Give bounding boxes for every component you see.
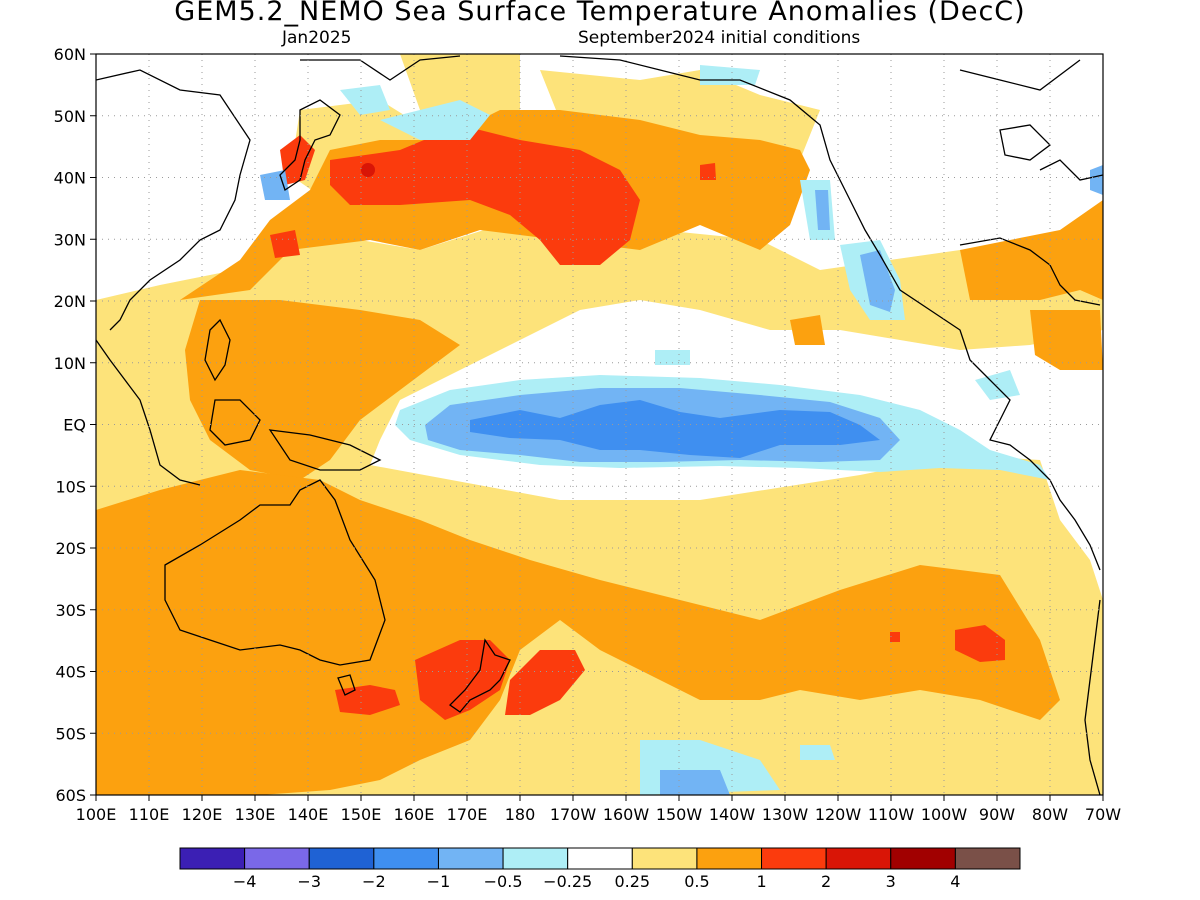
lon-tick-label: 170E xyxy=(447,805,488,824)
colorbar-swatch xyxy=(244,847,310,870)
lat-tick-label: 30N xyxy=(54,230,86,249)
lon-tick-label: 180 xyxy=(505,805,536,824)
colorbar-swatch xyxy=(567,847,633,870)
colorbar-swatch xyxy=(696,847,763,870)
colorbar-label: −0.25 xyxy=(543,872,592,891)
lat-tick-label: 40N xyxy=(54,169,86,188)
lat-tick-label: 40S xyxy=(55,663,86,682)
lat-tick-label: 50S xyxy=(55,724,86,743)
lon-tick-label: 80W xyxy=(1032,805,1068,824)
lon-tick-label: 100W xyxy=(921,805,968,824)
lon-tick-label: 90W xyxy=(979,805,1015,824)
lon-tick-label: 140W xyxy=(709,805,756,824)
colorbar-swatch xyxy=(179,847,246,870)
lon-tick-label: 110W xyxy=(868,805,915,824)
lon-tick-label: 120E xyxy=(182,805,223,824)
lat-tick-label: 50N xyxy=(54,107,86,126)
colorbar-swatch xyxy=(437,847,504,870)
colorbar-label: 4 xyxy=(950,872,960,891)
colorbar-label: −2 xyxy=(362,872,386,891)
lon-tick-label: 70W xyxy=(1085,805,1121,824)
lat-tick-label: 30S xyxy=(55,601,86,620)
lon-tick-label: 130W xyxy=(762,805,809,824)
colorbar-label: −1 xyxy=(427,872,451,891)
lat-tick-label: 20S xyxy=(55,539,86,558)
colorbar-label: 3 xyxy=(886,872,896,891)
colorbar-label: 2 xyxy=(821,872,831,891)
colorbar-swatch xyxy=(373,847,439,870)
map-axes: 60N50N40N30N20N10NEQ10S20S30S40S50S60S10… xyxy=(54,45,1122,824)
lon-tick-label: 100E xyxy=(76,805,117,824)
colorbar-swatch xyxy=(954,847,1021,870)
lat-tick-label: 10S xyxy=(55,477,86,496)
lat-tick-label: EQ xyxy=(63,416,86,435)
lon-tick-label: 170W xyxy=(550,805,597,824)
colorbar-swatch xyxy=(761,847,827,870)
colorbar-label: 1 xyxy=(756,872,766,891)
coastlines xyxy=(96,55,1103,795)
lat-tick-label: 60N xyxy=(54,45,86,64)
initial-conditions-label: September2024 initial conditions xyxy=(578,28,861,48)
anomaly-warm-strong xyxy=(270,125,1005,720)
lon-tick-label: 160W xyxy=(603,805,650,824)
colorbar-swatch xyxy=(308,847,375,870)
colorbar-swatch xyxy=(631,847,698,870)
lon-tick-label: 120W xyxy=(815,805,862,824)
map-title: GEM5.2_NEMO Sea Surface Temperature Anom… xyxy=(174,0,1026,27)
colorbar-swatch xyxy=(890,847,956,870)
lat-tick-label: 60S xyxy=(55,786,86,805)
colorbar-swatch xyxy=(825,847,892,870)
lon-tick-label: 150W xyxy=(656,805,703,824)
lon-tick-label: 140E xyxy=(288,805,329,824)
colorbar-label: −4 xyxy=(233,872,257,891)
colorbar-label: −3 xyxy=(297,872,321,891)
anomaly-warm-vstrong xyxy=(361,163,375,177)
lon-tick-label: 160E xyxy=(394,805,435,824)
colorbar-swatch xyxy=(502,847,569,870)
lon-tick-label: 150E xyxy=(341,805,382,824)
lon-tick-label: 130E xyxy=(235,805,276,824)
colorbar-label: 0.25 xyxy=(614,872,650,891)
colorbar: −4 −3 −2 −1 −0.5 −0.25 0.25 0.5 1 2 3 4 xyxy=(179,847,1021,891)
forecast-month-label: Jan2025 xyxy=(282,28,352,48)
lat-tick-label: 10N xyxy=(54,354,86,373)
lat-tick-label: 20N xyxy=(54,292,86,311)
colorbar-label: −0.5 xyxy=(484,872,523,891)
lon-tick-label: 110E xyxy=(129,805,170,824)
colorbar-label: 0.5 xyxy=(684,872,709,891)
